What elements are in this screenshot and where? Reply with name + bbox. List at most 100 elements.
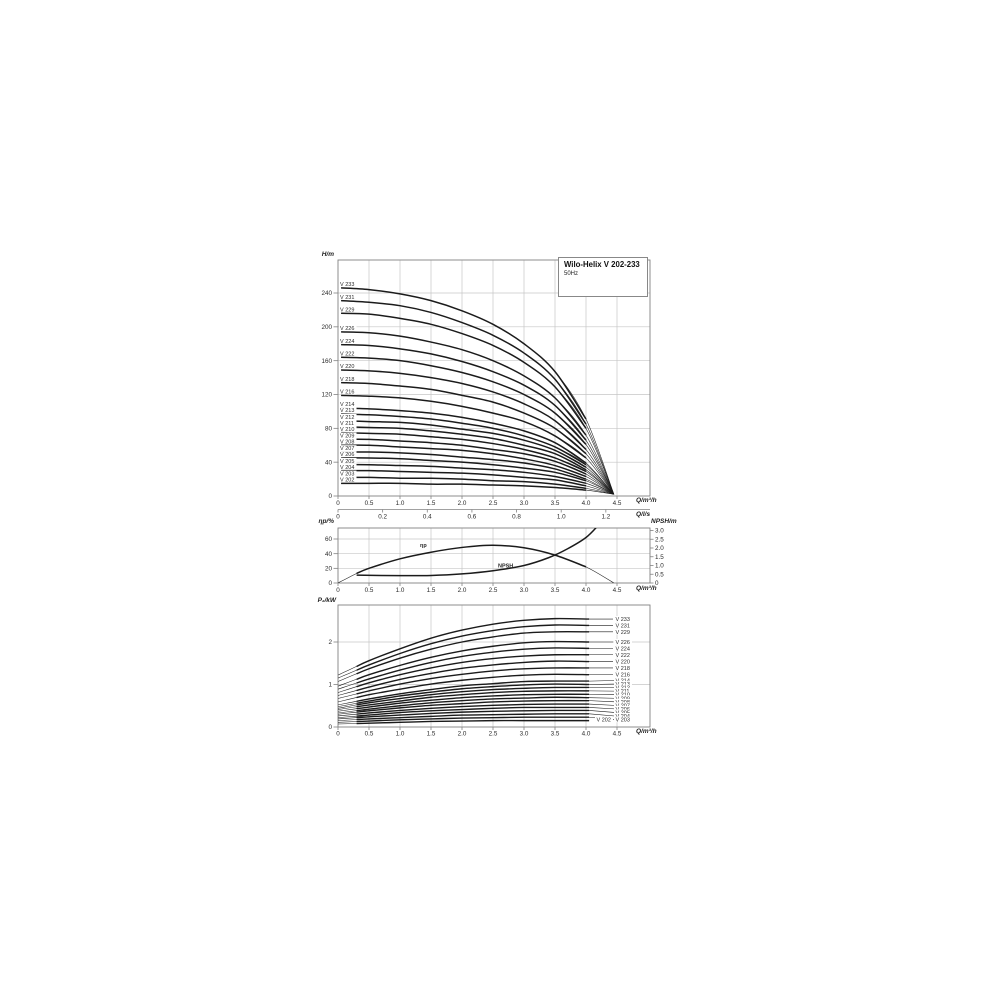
svg-text:V 218: V 218 <box>616 666 630 672</box>
head-x2-axis-unit: Q/l/s <box>636 510 651 518</box>
svg-text:1.5: 1.5 <box>655 554 664 561</box>
svg-text:1.0: 1.0 <box>396 587 405 594</box>
svg-text:4.5: 4.5 <box>613 587 622 594</box>
svg-text:V 214: V 214 <box>340 402 354 408</box>
svg-text:V 211: V 211 <box>340 421 354 427</box>
svg-text:60: 60 <box>325 536 333 543</box>
chart-title: Wilo-Helix V 202-233 <box>564 260 640 269</box>
svg-text:120: 120 <box>321 392 332 399</box>
svg-text:0: 0 <box>336 587 340 594</box>
svg-text:0.5: 0.5 <box>365 587 374 594</box>
svg-text:3.0: 3.0 <box>520 731 529 738</box>
svg-text:V 222: V 222 <box>616 653 630 659</box>
svg-text:V 231: V 231 <box>340 295 354 301</box>
svg-text:0: 0 <box>655 580 659 587</box>
svg-text:V 229: V 229 <box>340 308 354 314</box>
svg-text:0: 0 <box>336 500 340 507</box>
svg-text:V 220: V 220 <box>616 660 630 666</box>
chart-title-box: Wilo-Helix V 202-233 50Hz <box>558 257 648 297</box>
svg-text:1.5: 1.5 <box>427 500 436 507</box>
svg-text:V 213: V 213 <box>340 408 354 414</box>
svg-text:1.5: 1.5 <box>427 587 436 594</box>
svg-text:0.5: 0.5 <box>365 500 374 507</box>
head-x-axis-unit: Q/m³/h <box>636 496 657 504</box>
svg-text:4.0: 4.0 <box>582 500 591 507</box>
svg-text:20: 20 <box>325 566 333 573</box>
svg-text:4.5: 4.5 <box>613 500 622 507</box>
svg-text:0: 0 <box>328 580 332 587</box>
svg-text:V 226: V 226 <box>616 640 630 646</box>
svg-text:1.0: 1.0 <box>557 514 566 521</box>
svg-text:3.5: 3.5 <box>551 731 560 738</box>
svg-text:V 207: V 207 <box>340 446 354 452</box>
svg-text:2.0: 2.0 <box>655 545 664 552</box>
svg-text:V 204: V 204 <box>340 465 354 471</box>
svg-text:V 203: V 203 <box>340 472 354 478</box>
efficiency-y-axis-unit: ηp/% <box>318 517 334 525</box>
svg-text:3.0: 3.0 <box>655 528 664 535</box>
svg-text:2.5: 2.5 <box>655 536 664 543</box>
power-x-axis-unit: Q/m³/h <box>636 728 657 735</box>
chart-frequency: 50Hz <box>564 271 579 278</box>
svg-text:0.2: 0.2 <box>378 514 387 521</box>
svg-text:V 233: V 233 <box>616 617 630 623</box>
svg-text:3.0: 3.0 <box>520 587 529 594</box>
svg-text:1.0: 1.0 <box>396 500 405 507</box>
svg-text:V 226: V 226 <box>340 326 354 332</box>
power-y-axis-unit: P₂/kW <box>317 596 336 604</box>
svg-text:4.0: 4.0 <box>582 587 591 594</box>
svg-text:V 216: V 216 <box>340 390 354 396</box>
svg-text:V 220: V 220 <box>340 364 354 370</box>
svg-text:40: 40 <box>325 459 333 466</box>
svg-text:0: 0 <box>328 493 332 500</box>
svg-text:3.5: 3.5 <box>551 500 560 507</box>
npsh-y-axis-unit: NPSH/m <box>651 517 677 525</box>
head-y-axis-unit: H/m <box>321 251 334 258</box>
svg-text:0.4: 0.4 <box>423 514 432 521</box>
svg-text:1: 1 <box>328 682 332 689</box>
svg-text:160: 160 <box>321 358 332 365</box>
svg-text:V 208: V 208 <box>340 439 354 445</box>
svg-text:1.2: 1.2 <box>601 514 610 521</box>
svg-text:V 205: V 205 <box>340 459 354 465</box>
svg-text:V 209: V 209 <box>340 434 354 440</box>
svg-text:0.8: 0.8 <box>512 514 521 521</box>
svg-text:V 224: V 224 <box>616 646 630 652</box>
efficiency-x-axis-unit: Q/m³/h <box>636 584 657 592</box>
svg-text:80: 80 <box>325 426 333 433</box>
svg-text:3.0: 3.0 <box>520 500 529 507</box>
svg-text:4.5: 4.5 <box>613 731 622 738</box>
svg-text:4.0: 4.0 <box>582 731 591 738</box>
svg-text:1.5: 1.5 <box>427 731 436 738</box>
svg-text:V 233: V 233 <box>340 282 354 288</box>
svg-text:0.6: 0.6 <box>468 514 477 521</box>
svg-text:V 203: V 203 <box>616 718 630 724</box>
svg-text:0: 0 <box>336 731 340 738</box>
svg-text:NPSH: NPSH <box>498 564 513 570</box>
svg-text:2.5: 2.5 <box>489 500 498 507</box>
svg-text:V 202: V 202 <box>597 718 611 724</box>
svg-text:2: 2 <box>328 639 332 646</box>
svg-text:V 222: V 222 <box>340 351 354 357</box>
svg-text:ηp: ηp <box>420 543 427 549</box>
svg-text:0.5: 0.5 <box>365 731 374 738</box>
svg-text:0.5: 0.5 <box>655 571 664 578</box>
svg-text:V 212: V 212 <box>340 415 354 421</box>
svg-text:V 224: V 224 <box>340 339 354 345</box>
svg-text:3.5: 3.5 <box>551 587 560 594</box>
svg-text:40: 40 <box>325 551 333 558</box>
svg-text:V 202: V 202 <box>340 478 354 484</box>
svg-text:V 229: V 229 <box>616 630 630 636</box>
svg-text:V 210: V 210 <box>340 427 354 433</box>
svg-text:2.0: 2.0 <box>458 500 467 507</box>
svg-text:0: 0 <box>328 724 332 731</box>
svg-text:V 218: V 218 <box>340 377 354 383</box>
svg-text:1.0: 1.0 <box>396 731 405 738</box>
svg-text:1.0: 1.0 <box>655 563 664 570</box>
svg-text:240: 240 <box>321 290 332 297</box>
svg-text:2.0: 2.0 <box>458 731 467 738</box>
svg-text:200: 200 <box>321 324 332 331</box>
svg-text:2.5: 2.5 <box>489 587 498 594</box>
